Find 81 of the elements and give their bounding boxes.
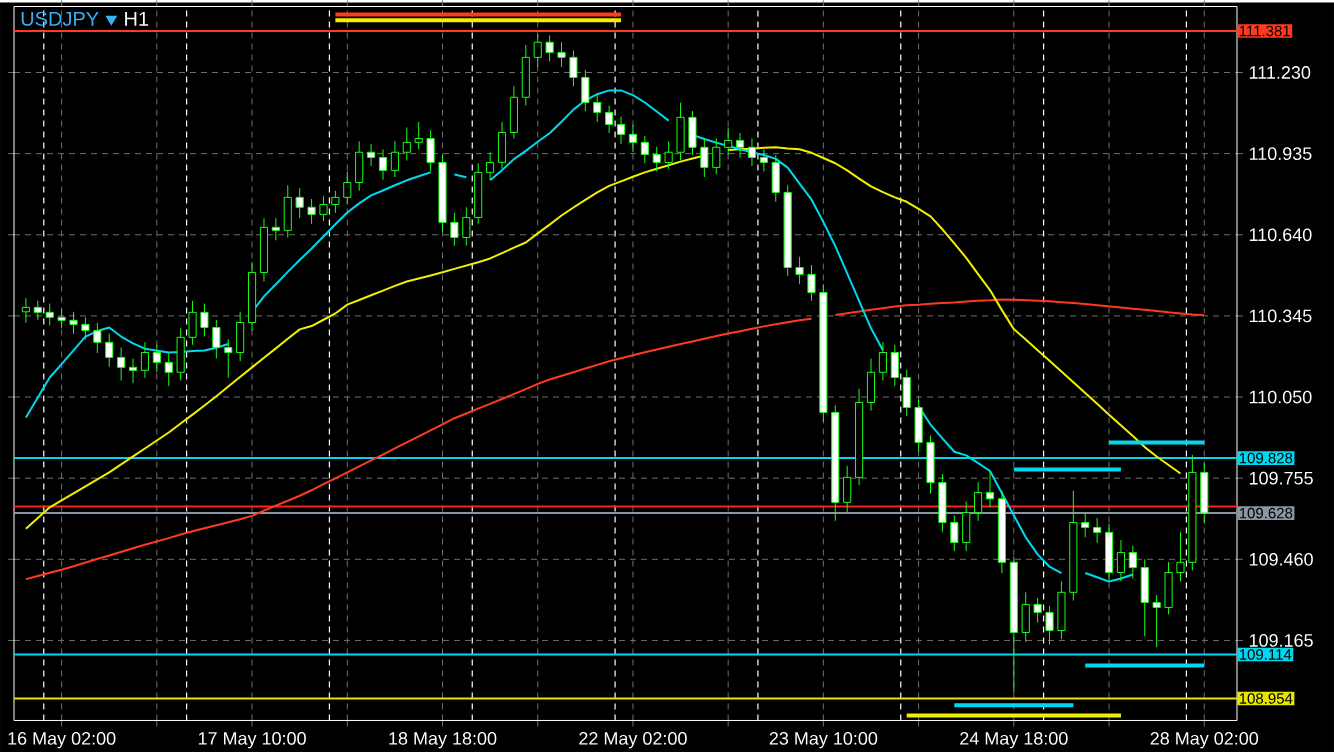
candlestick bbox=[307, 198, 316, 225]
candlestick bbox=[521, 44, 530, 106]
y-tick-label: 110.345 bbox=[1249, 309, 1312, 323]
ref-line-label: 109.628 bbox=[1239, 507, 1293, 519]
candlestick bbox=[985, 470, 995, 508]
candlestick bbox=[676, 102, 685, 161]
x-tick-label: 18 May 18:00 bbox=[389, 731, 497, 749]
candlestick bbox=[212, 319, 221, 359]
candlestick bbox=[128, 357, 138, 384]
candlestick bbox=[997, 489, 1006, 574]
candlestick bbox=[533, 33, 542, 68]
y-tick-label: 109.460 bbox=[1249, 552, 1313, 566]
x-tick-label: 16 May 02:00 bbox=[8, 731, 116, 749]
candlestick bbox=[855, 388, 864, 486]
candlestick bbox=[1104, 522, 1114, 582]
candlestick bbox=[140, 341, 150, 379]
candlestick bbox=[414, 121, 423, 150]
candlestick bbox=[224, 338, 233, 379]
candlestick bbox=[819, 283, 828, 423]
y-tick-label: 109.165 bbox=[1249, 633, 1313, 647]
candlestick bbox=[247, 261, 257, 332]
y-tick-label: 110.640 bbox=[1249, 228, 1312, 241]
candlestick bbox=[795, 256, 804, 285]
candlestick bbox=[402, 126, 411, 161]
candlestick bbox=[117, 346, 126, 381]
candlestick bbox=[878, 341, 887, 381]
candlestick bbox=[557, 41, 566, 68]
candlestick bbox=[176, 327, 185, 381]
candlestick bbox=[295, 187, 304, 219]
candlestick bbox=[1081, 511, 1090, 538]
candlestick bbox=[974, 481, 983, 522]
candlestick bbox=[735, 132, 745, 159]
candlestick bbox=[283, 184, 292, 238]
chart-subtitle: H1 bbox=[125, 11, 149, 26]
candlestick bbox=[509, 85, 518, 139]
x-tick-label: 23 May 10:00 bbox=[769, 731, 878, 749]
ref-line-label: 108.954 bbox=[1239, 692, 1293, 704]
candlestick bbox=[21, 297, 30, 324]
candlestick bbox=[164, 352, 173, 387]
candlestick bbox=[426, 129, 435, 172]
x-tick-label: 17 May 10:00 bbox=[198, 731, 306, 749]
candlestick bbox=[545, 34, 554, 62]
candlestick bbox=[831, 404, 840, 522]
candlestick bbox=[355, 140, 364, 192]
candlestick bbox=[378, 148, 388, 181]
candlestick bbox=[188, 300, 197, 346]
candlestick bbox=[462, 206, 471, 247]
candlestick bbox=[1093, 517, 1102, 544]
chart-title: USDJPY bbox=[21, 11, 99, 26]
y-tick-label: 110.935 bbox=[1249, 147, 1312, 160]
y-tick-label: 109.755 bbox=[1249, 471, 1313, 485]
candlestick bbox=[438, 154, 447, 233]
candlestick bbox=[367, 143, 376, 167]
candlestick bbox=[497, 121, 507, 170]
candlestick bbox=[1152, 594, 1161, 648]
candlestick bbox=[1069, 489, 1078, 601]
candlestick bbox=[628, 124, 638, 153]
candlestick bbox=[390, 140, 399, 178]
candlestick bbox=[664, 140, 673, 170]
candlestick bbox=[807, 264, 816, 302]
y-tick-label: 110.050 bbox=[1249, 390, 1312, 404]
candlestick bbox=[450, 212, 459, 247]
x-tick-label: 24 May 18:00 bbox=[960, 731, 1068, 749]
y-tick-label: 111.230 bbox=[1249, 65, 1311, 79]
candlestick bbox=[1116, 539, 1126, 582]
candlestick bbox=[343, 170, 352, 205]
ref-line-label: 109.828 bbox=[1239, 452, 1293, 464]
candlestick bbox=[1200, 462, 1209, 524]
candlestick bbox=[866, 357, 876, 412]
x-tick-label: 22 May 02:00 bbox=[579, 731, 687, 749]
candlestick bbox=[1021, 591, 1030, 643]
candlestick bbox=[1140, 558, 1149, 637]
candlestick bbox=[771, 154, 780, 203]
candlestick bbox=[486, 151, 495, 181]
ref-line-label: 109.114 bbox=[1239, 648, 1292, 660]
candlestick bbox=[271, 217, 280, 241]
candlestick bbox=[474, 162, 483, 225]
x-tick-label: 28 May 02:00 bbox=[1150, 731, 1259, 749]
candlestick bbox=[843, 465, 852, 513]
ref-line-label: 111.381 bbox=[1239, 25, 1290, 37]
candlestick bbox=[259, 217, 269, 282]
